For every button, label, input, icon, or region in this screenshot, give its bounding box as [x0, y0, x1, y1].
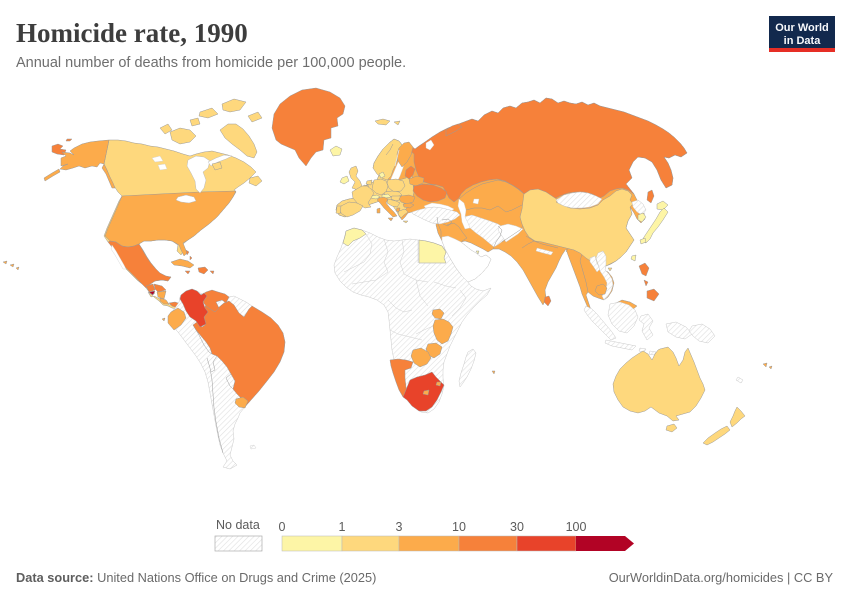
- svg-text:100: 100: [566, 520, 587, 534]
- svg-text:30: 30: [510, 520, 524, 534]
- svg-text:Homicide rate, 1990: Homicide rate, 1990: [16, 18, 248, 48]
- svg-text:1: 1: [339, 520, 346, 534]
- svg-text:OurWorldinData.org/homicides |: OurWorldinData.org/homicides | CC BY: [609, 570, 834, 585]
- svg-text:Data source: United Nations Of: Data source: United Nations Office on Dr…: [16, 570, 376, 585]
- svg-text:Our World: Our World: [775, 22, 829, 34]
- svg-text:3: 3: [396, 520, 403, 534]
- svg-text:in Data: in Data: [784, 35, 822, 47]
- svg-text:No data: No data: [216, 518, 260, 532]
- svg-text:Annual number of deaths from h: Annual number of deaths from homicide pe…: [16, 55, 406, 71]
- svg-text:10: 10: [452, 520, 466, 534]
- svg-text:0: 0: [279, 520, 286, 534]
